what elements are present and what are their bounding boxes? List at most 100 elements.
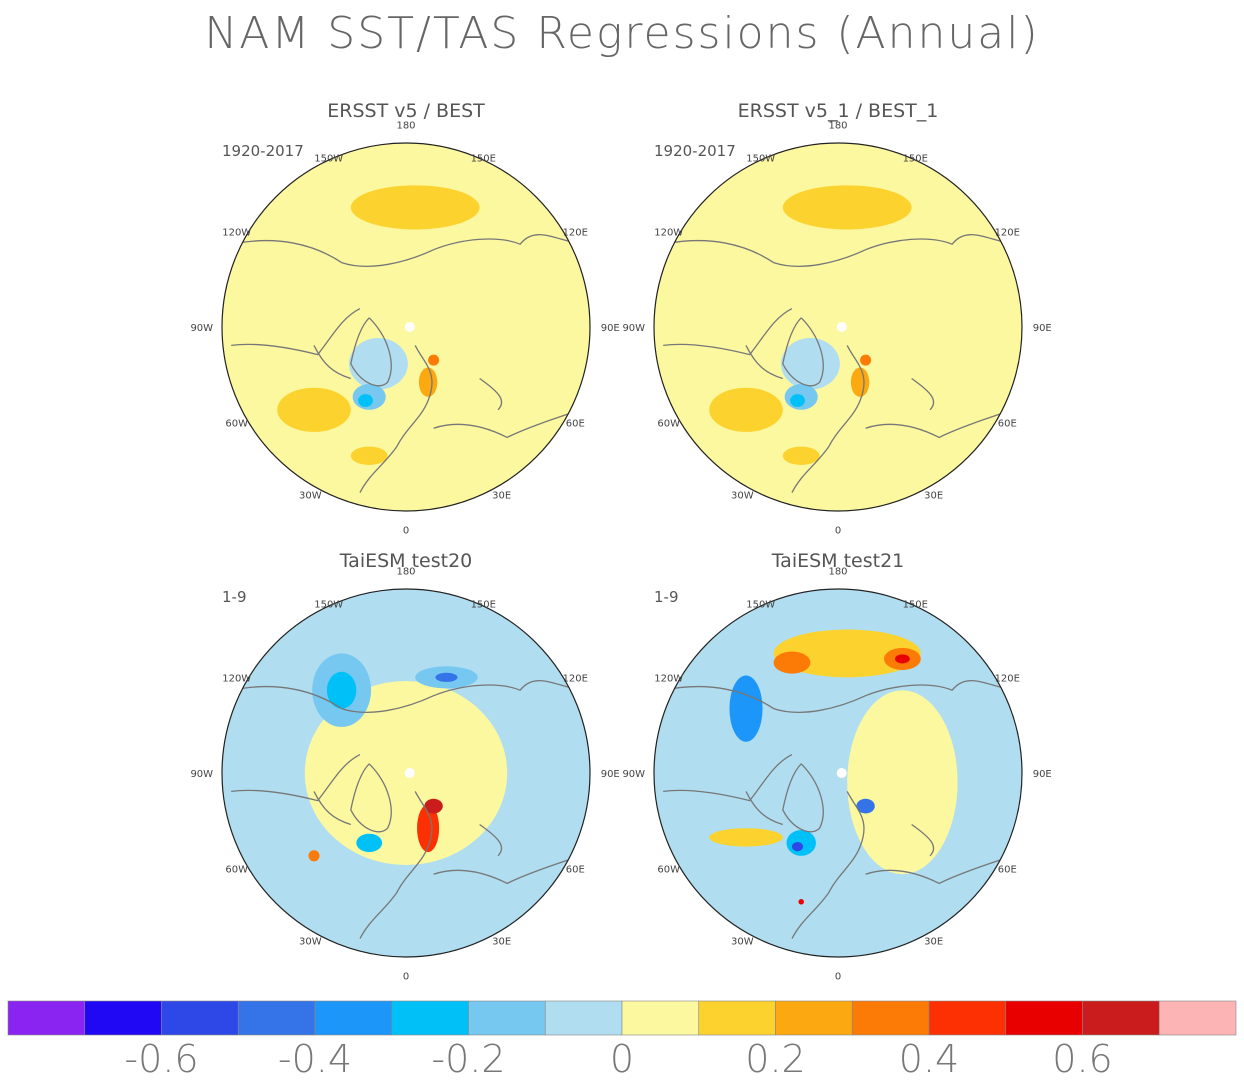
coastline (911, 377, 935, 411)
colorbar-tick-label: 0.2 (745, 1037, 805, 1081)
coastline (663, 754, 793, 802)
field-anomaly-region (798, 899, 804, 905)
longitude-label: 120E (563, 673, 588, 684)
field-anomaly-region (847, 690, 958, 875)
pole-marker (404, 768, 415, 778)
coastline (791, 345, 865, 493)
longitude-label: 30E (924, 936, 943, 947)
map-panel: ERSST v5_1 / BEST_1 1920-2017 180 150W 150E 1… (622, 100, 1051, 536)
field-anomaly-region (356, 833, 383, 853)
field-anomaly-region (782, 185, 912, 230)
field-anomaly-region (350, 446, 388, 465)
longitude-label: 60E (566, 419, 585, 430)
map-panel: ERSST v5 / BEST 1920-2017 180 150W 150E 120W 1… (190, 100, 619, 536)
map-field (222, 589, 590, 957)
longitude-label: 0 (403, 971, 409, 982)
longitude-label: 120W (222, 227, 251, 238)
colorbar-swatch (1005, 1000, 1083, 1036)
field-anomaly-region (856, 798, 875, 814)
colorbar: -0.6 -0.4 -0.2 0 0.2 0.4 0.6 (7, 1000, 1237, 1081)
field-anomaly-region (850, 367, 870, 397)
field-anomaly-region (277, 387, 351, 432)
longitude-label: 150W (746, 154, 775, 165)
longitude-label: 150E (471, 154, 496, 165)
field-anomaly-region (417, 804, 440, 853)
colorbar-swatch (928, 1000, 1007, 1036)
longitude-label: 90E (1033, 769, 1052, 780)
field-anomaly-region (350, 185, 480, 230)
map-border (221, 142, 591, 512)
period-label: 1-9 (222, 588, 247, 606)
colorbar-tick-label: 0 (610, 1037, 634, 1081)
colorbar-swatch (237, 1000, 316, 1036)
field-anomaly-region (435, 672, 458, 682)
longitude-label: 120E (563, 227, 588, 238)
longitude-label: 120E (995, 673, 1020, 684)
map-border (221, 588, 591, 958)
panel-title: TaiESM test20 (339, 550, 473, 572)
colorbar-swatch (775, 1000, 853, 1036)
coastline (359, 345, 433, 493)
coastline (433, 855, 582, 885)
map-field (654, 589, 1022, 957)
field-anomaly-region (428, 354, 440, 366)
colorbar-swatch (468, 1000, 546, 1036)
longitude-label: 90W (190, 323, 213, 334)
coastline (231, 754, 361, 802)
longitude-label: 0 (403, 525, 409, 536)
pole-marker (836, 322, 847, 332)
longitude-label: 180 (396, 121, 415, 132)
period-label: 1-9 (654, 588, 679, 606)
map-panel: TaiESM test21 1-9 180 150W 150E 120W 120E 90W 90… (622, 550, 1051, 982)
field-anomaly-region (780, 338, 840, 390)
field-anomaly-region (308, 850, 320, 862)
field-anomaly-region (729, 675, 763, 742)
panel-title: ERSST v5_1 / BEST_1 (738, 100, 939, 122)
longitude-label: 60W (225, 865, 248, 876)
colorbar-swatch (84, 1000, 162, 1036)
colorbar-swatch (544, 1000, 623, 1036)
coastline (663, 680, 1013, 713)
longitude-label: 60W (657, 419, 680, 430)
longitude-label: 0 (835, 971, 841, 982)
coastline (745, 791, 783, 826)
coastline (663, 234, 1013, 267)
field-anomaly-region (790, 394, 805, 408)
longitude-label: 30E (492, 936, 511, 947)
field-anomaly-region (860, 354, 872, 366)
field-anomaly-region (348, 338, 408, 390)
colorbar-tick-label: -0.4 (278, 1037, 352, 1081)
field-anomaly-region (358, 394, 373, 408)
period-label: 1920-2017 (654, 142, 736, 160)
longitude-label: 90W (622, 323, 645, 334)
longitude-label: 150E (471, 600, 496, 611)
coastline (313, 345, 351, 380)
longitude-label: 180 (396, 567, 415, 578)
colorbar-tick-label: 0.4 (899, 1037, 959, 1081)
longitude-label: 120W (654, 673, 683, 684)
coastline (231, 308, 361, 356)
longitude-label: 150W (746, 600, 775, 611)
field-anomaly-region (792, 842, 804, 852)
field-anomaly-region (895, 654, 910, 664)
coastline (433, 409, 582, 439)
longitude-label: 30W (731, 490, 754, 501)
colorbar-swatch (314, 1000, 393, 1036)
field-anomaly-region (418, 367, 438, 397)
longitude-label: 60E (998, 419, 1017, 430)
colorbar-swatch (7, 1000, 86, 1036)
longitude-label: 90W (622, 769, 645, 780)
coastline (350, 317, 392, 387)
field-anomaly-region (424, 798, 443, 814)
colorbar-tick-label: -0.6 (124, 1037, 198, 1081)
field-anomaly-region (782, 446, 820, 465)
longitude-label: 90E (601, 323, 620, 334)
longitude-label: 30W (299, 936, 322, 947)
longitude-label: 90E (601, 769, 620, 780)
longitude-label: 30W (731, 936, 754, 947)
longitude-label: 30E (492, 490, 511, 501)
colorbar-swatch (1082, 1000, 1160, 1036)
longitude-label: 150W (314, 154, 343, 165)
field-anomaly-region (773, 651, 811, 674)
